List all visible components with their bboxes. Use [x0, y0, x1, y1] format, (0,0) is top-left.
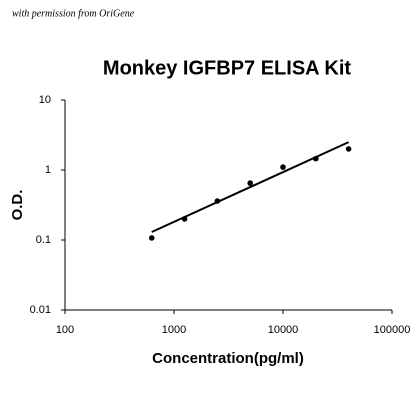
data-point: [313, 155, 319, 162]
y-tick-label: 10: [39, 94, 51, 106]
x-axis-label: Concentration(pg/ml): [152, 350, 304, 367]
y-axis-label: O.D.: [9, 190, 26, 221]
data-point: [345, 146, 352, 152]
data-point: [148, 235, 155, 241]
chart-title: Monkey IGFBP7 ELISA Kit: [103, 57, 352, 79]
y-tick-label: 0.01: [30, 304, 51, 316]
data-point: [181, 216, 188, 222]
y-tick-label: 0.1: [36, 234, 51, 246]
x-tick-label: 100000: [374, 324, 411, 336]
y-tick-label: 1: [45, 164, 51, 176]
trend-line: [151, 141, 350, 233]
data-point: [280, 164, 286, 170]
x-tick-label: 1000: [162, 324, 186, 336]
data-point: [214, 198, 221, 204]
x-tick-label: 100: [56, 324, 74, 336]
watermark: with permission from OriGene: [12, 8, 135, 19]
x-tick-label: 10000: [268, 324, 299, 336]
data-point: [247, 180, 253, 186]
